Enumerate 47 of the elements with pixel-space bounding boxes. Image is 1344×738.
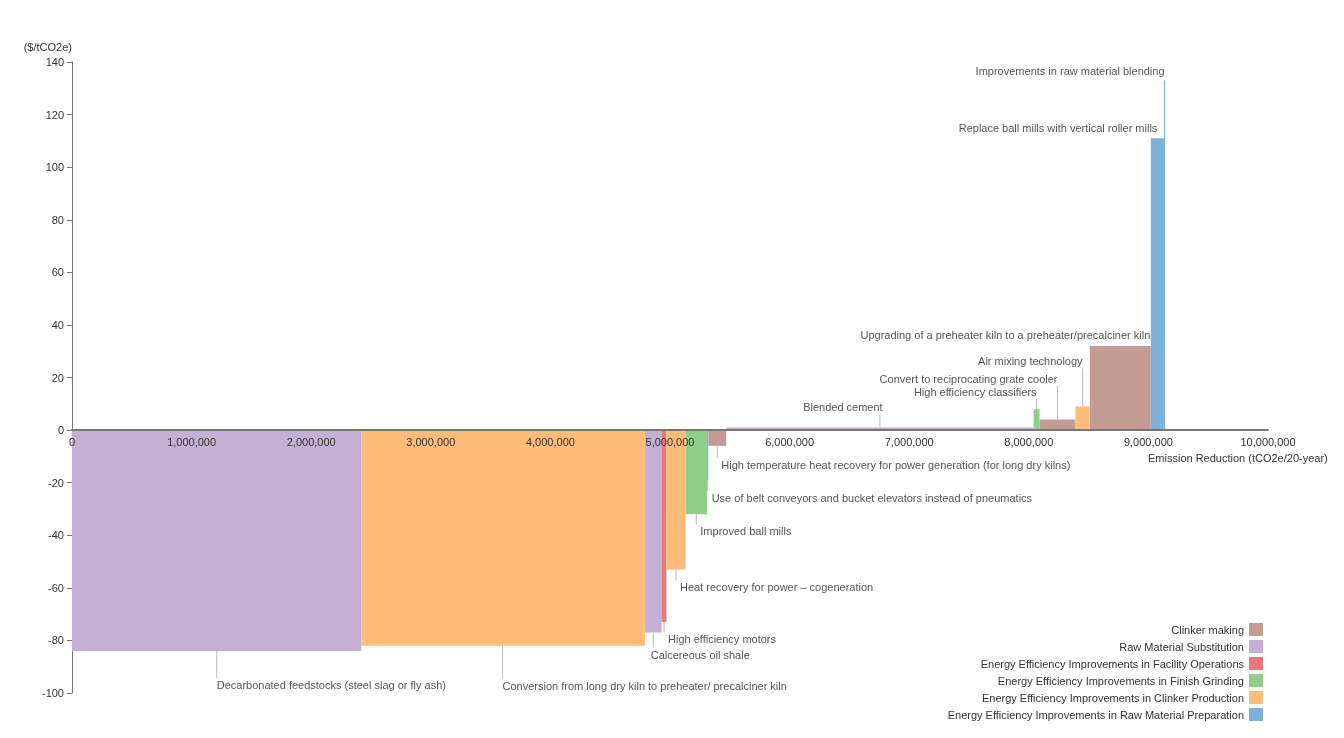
legend-label: Raw Material Substitution [1119, 640, 1244, 653]
annotation: Blended cement [803, 401, 883, 414]
legend-label: Energy Efficiency Improvements in Finish Grinding [997, 674, 1244, 687]
y-tick-label: -20 [48, 476, 64, 489]
legend-label: Energy Efficiency Improvements in Facility Operations [980, 657, 1245, 670]
y-tick-label: 60 [51, 266, 64, 279]
legend-label: Energy Efficiency Improvements in Clinker Production [981, 691, 1244, 704]
y-tick-label: 80 [51, 213, 64, 226]
annotation: Heat recovery for power – cogeneration [679, 581, 874, 594]
x-tick-label: 3,000,000 [406, 435, 456, 448]
annotation: Improved ball mills [700, 525, 792, 538]
x-tick-label: 6,000,000 [765, 435, 815, 448]
y-tick-label: -100 [41, 687, 64, 699]
x-tick-label: 8,000,000 [1004, 435, 1054, 448]
y-tick-label: 40 [51, 318, 64, 331]
annotation: Air mixing technology [978, 355, 1084, 368]
annotation: High efficiency motors [668, 633, 777, 646]
annotation: High temperature heat recovery for power generation (for long dry kilns) [721, 458, 1071, 471]
y-tick-label: 0 [57, 424, 64, 437]
y-tick-label: 140 [45, 56, 64, 68]
x-axis-title: Emission Reduction (tCO2e/20-year) [1148, 451, 1328, 464]
y-tick-label: -80 [48, 634, 64, 647]
annotation: Conversion from long dry kiln to preheater/ precalciner kiln [502, 679, 787, 692]
x-tick-label: 0 [68, 435, 76, 448]
y-tick-label: -40 [48, 529, 64, 542]
x-tick-label: 4,000,000 [525, 435, 575, 448]
y-tick-label: 20 [51, 371, 64, 384]
annotation: Improvements in raw material blending [975, 65, 1165, 78]
y-tick-label: 120 [45, 108, 64, 121]
y-tick-label: 100 [45, 161, 64, 174]
x-tick-label: 1,000,000 [167, 435, 217, 448]
x-tick-label: 2,000,000 [286, 435, 336, 448]
y-tick-label: -60 [48, 581, 64, 594]
legend-label: Clinker making [1171, 623, 1244, 636]
legend-label: Energy Efficiency Improvements in Raw Material Preparation [947, 708, 1244, 721]
y-axis-title: ($/tCO2e) [23, 40, 72, 53]
x-tick-label: 7,000,000 [884, 435, 934, 448]
annotation: Replace ball mills with vertical roller mills [958, 122, 1158, 135]
annotation: Calcereous oil shale [650, 648, 750, 661]
annotation: Decarbonated feedstocks (steel slag or fly ash) [216, 678, 446, 691]
annotation: Upgrading of a preheater kiln to a preheater/precalciner kiln [860, 328, 1151, 341]
x-tick-label: 9,000,000 [1123, 435, 1173, 448]
annotation: Use of belt conveyors and bucket elevators instead of pneumatics [711, 492, 1033, 505]
annotation: High efficiency classifiers [913, 386, 1038, 399]
annotation: Convert to reciprocating grate cooler [879, 372, 1058, 385]
x-tick-label: 5,000,000 [645, 435, 695, 448]
x-tick-label: 10,000,000 [1240, 435, 1296, 448]
